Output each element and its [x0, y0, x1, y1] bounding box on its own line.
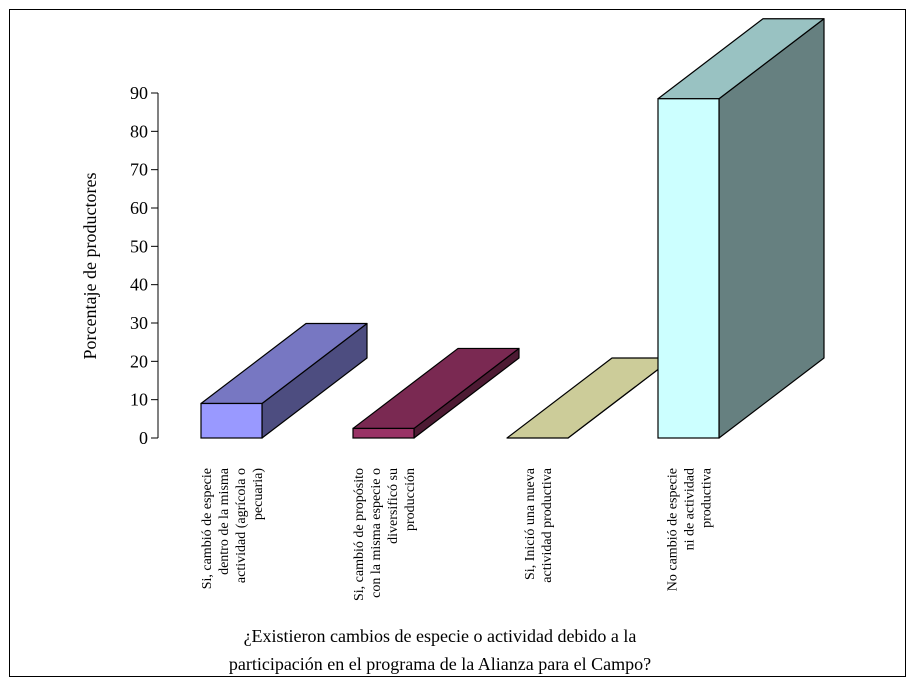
- y-tick-label: 60: [130, 198, 148, 218]
- x-tick-label: Si, Inició una nueva actividad productiva: [523, 467, 555, 582]
- x-tick-label-line: actividad productiva: [540, 467, 555, 582]
- x-tick-label-line: diversificó su: [386, 468, 401, 544]
- bar-2: [352, 347, 520, 439]
- bar-1: [200, 322, 368, 439]
- bar-front-face: [200, 402, 263, 439]
- x-tick-label-line: productiva: [700, 467, 715, 528]
- bar-top-face: [506, 357, 674, 439]
- y-tick-label: 10: [130, 390, 148, 410]
- bar-front-face: [352, 427, 415, 439]
- y-tick-label: 40: [130, 275, 148, 295]
- y-tick-label: 90: [130, 83, 148, 103]
- y-tick-label: 20: [130, 351, 148, 371]
- bars: [200, 18, 825, 439]
- bar-4: [657, 18, 825, 439]
- x-axis-label-line-1: ¿Existieron cambios de especie o activid…: [244, 626, 637, 646]
- x-tick-label-line: No cambió de especie: [666, 468, 681, 591]
- x-tick-label-line: actividad (agrícola o: [234, 468, 249, 583]
- x-tick-label-line: Si, cambió de propósito: [352, 468, 367, 601]
- bar-3: [506, 357, 674, 439]
- y-tick-label: 0: [139, 428, 148, 448]
- x-tick-label: Si, cambió de propósito con la misma espe…: [352, 468, 418, 601]
- x-tick-label-line: producción: [403, 468, 418, 531]
- bar-front-face: [657, 98, 720, 439]
- chart-frame: 0 10 20 30 40 50 60 70 80 90 Si, cambió de especi…: [9, 9, 906, 677]
- x-tick-label-line: pecuaria): [251, 468, 266, 520]
- y-tick-label: 70: [130, 160, 148, 180]
- x-axis-label-line-2: participación en el programa de la Alian…: [229, 654, 651, 674]
- category-labels: Si, cambió de especie dentro de la misma a…: [200, 467, 715, 601]
- y-tick-label: 30: [130, 313, 148, 333]
- x-tick-label-line: Si, cambió de especie: [200, 468, 215, 589]
- y-axis-label: Porcentaje de productores: [80, 173, 100, 360]
- y-axis: 0 10 20 30 40 50 60 70 80 90: [130, 83, 159, 448]
- y-tick-label: 80: [130, 121, 148, 141]
- chart-canvas: 0 10 20 30 40 50 60 70 80 90 Si, cambió de especi…: [80, 18, 825, 674]
- x-tick-label-line: con la misma especie o: [369, 468, 384, 598]
- x-tick-label: No cambió de especie ni de actividad produ…: [666, 467, 715, 591]
- x-tick-label-line: ni de actividad: [683, 468, 698, 550]
- y-tick-label: 50: [130, 236, 148, 256]
- x-tick-label: Si, cambió de especie dentro de la misma a…: [200, 467, 266, 589]
- x-tick-label-line: dentro de la misma: [217, 467, 232, 575]
- x-tick-label-line: Si, Inició una nueva: [523, 467, 538, 580]
